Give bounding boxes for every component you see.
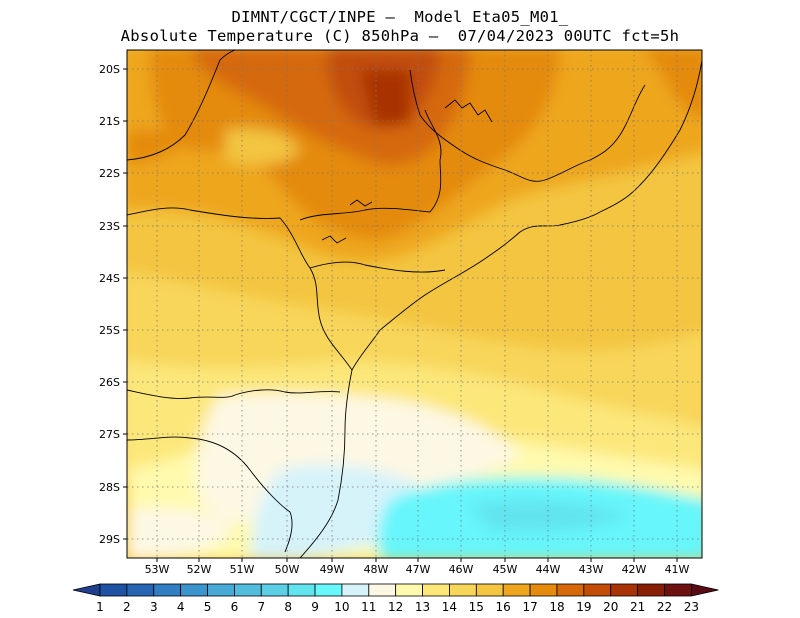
- colorbar-label: 20: [603, 600, 618, 614]
- longitude-labels: 53W 52W 51W 50W 49W 48W 47W 46W 45W 44W …: [145, 563, 690, 576]
- colorbar-label: 2: [123, 600, 131, 614]
- lon-label: 46W: [449, 563, 474, 576]
- lon-label: 50W: [275, 563, 300, 576]
- colorbar-swatch: [556, 583, 585, 597]
- colorbar-label: 7: [257, 600, 265, 614]
- lon-label: 43W: [579, 563, 604, 576]
- lat-label: 28S: [99, 481, 120, 494]
- colorbar-label: 11: [361, 600, 376, 614]
- chart-title-line2: Absolute Temperature (C) 850hPa – 07/04/…: [120, 27, 680, 45]
- colorbar-label: 22: [657, 600, 672, 614]
- colorbar-swatch: [368, 583, 397, 597]
- colorbar-swatch: [260, 583, 289, 597]
- colorbar-label: 19: [576, 600, 591, 614]
- colorbar-swatch: [502, 583, 531, 597]
- colorbar-swatch: [610, 583, 638, 597]
- colorbar-swatch: [475, 583, 504, 597]
- colorbar-swatch: [637, 583, 665, 597]
- colorbar-label: 13: [415, 600, 430, 614]
- lat-label: 22S: [99, 167, 120, 180]
- colorbar-label: 23: [684, 600, 699, 614]
- lat-label: 26S: [99, 376, 120, 389]
- colorbar-label: 8: [284, 600, 292, 614]
- colorbar-label: 6: [231, 600, 239, 614]
- lon-label: 52W: [187, 563, 212, 576]
- colorbar-arrow-left: [72, 583, 101, 597]
- lat-label: 27S: [99, 428, 120, 441]
- lat-label: 24S: [99, 272, 120, 285]
- colorbar-label: 21: [630, 600, 645, 614]
- lat-label: 21S: [99, 115, 120, 128]
- colorbar-arrow-right: [690, 583, 719, 597]
- colorbar-label: 4: [177, 600, 185, 614]
- colorbar-swatch: [153, 583, 182, 597]
- colorbar-swatch: [126, 583, 155, 597]
- colorbar-swatch: [529, 583, 558, 597]
- lat-label: 23S: [99, 220, 120, 233]
- colorbar-label: 1: [96, 600, 104, 614]
- lon-label: 41W: [665, 563, 690, 576]
- lat-label: 25S: [99, 324, 120, 337]
- coastline-and-borders: [127, 50, 702, 558]
- latitude-labels: 20S 21S 22S 23S 24S 25S 26S 27S 28S 29S: [99, 63, 120, 546]
- colorbar-label: 3: [150, 600, 158, 614]
- colorbar-swatch: [449, 583, 477, 597]
- colorbar: 1 2 3 4 5 6 7 8 9 10 11 12 13 14 15 16 17 18 19 20 21 22 23: [72, 583, 719, 614]
- lon-label: 45W: [493, 563, 518, 576]
- lon-label: 47W: [406, 563, 431, 576]
- colorbar-swatch: [180, 583, 208, 597]
- colorbar-swatch: [395, 583, 423, 597]
- colorbar-swatch: [99, 583, 128, 597]
- colorbar-label: 9: [311, 600, 319, 614]
- colorbar-swatch: [314, 583, 343, 597]
- colorbar-label: 10: [334, 600, 349, 614]
- colorbar-swatch: [287, 583, 316, 597]
- colorbar-swatch: [341, 583, 370, 597]
- map-frame: [126, 49, 703, 559]
- lon-label: 49W: [320, 563, 345, 576]
- colorbar-label: 18: [549, 600, 564, 614]
- colorbar-swatch: [583, 583, 612, 597]
- chart-title-line1: DIMNT/CGCT/INPE – Model Eta05_M01_: [231, 8, 569, 26]
- colorbar-label: 12: [388, 600, 403, 614]
- colorbar-label: 17: [522, 600, 537, 614]
- lat-label: 20S: [99, 63, 120, 76]
- colorbar-label: 14: [442, 600, 457, 614]
- colorbar-swatch: [422, 583, 450, 597]
- lon-label: 48W: [364, 563, 389, 576]
- colorbar-swatch: [664, 583, 692, 597]
- colorbar-swatch: [233, 583, 262, 597]
- graticule: [127, 50, 702, 558]
- colorbar-label: 16: [496, 600, 511, 614]
- colorbar-swatch: [207, 583, 235, 597]
- lon-label: 44W: [536, 563, 561, 576]
- lat-label: 29S: [99, 533, 120, 546]
- lon-label: 51W: [230, 563, 255, 576]
- lon-label: 53W: [145, 563, 170, 576]
- colorbar-label: 15: [469, 600, 484, 614]
- temperature-field: [127, 50, 702, 558]
- lon-label: 42W: [622, 563, 647, 576]
- colorbar-label: 5: [204, 600, 212, 614]
